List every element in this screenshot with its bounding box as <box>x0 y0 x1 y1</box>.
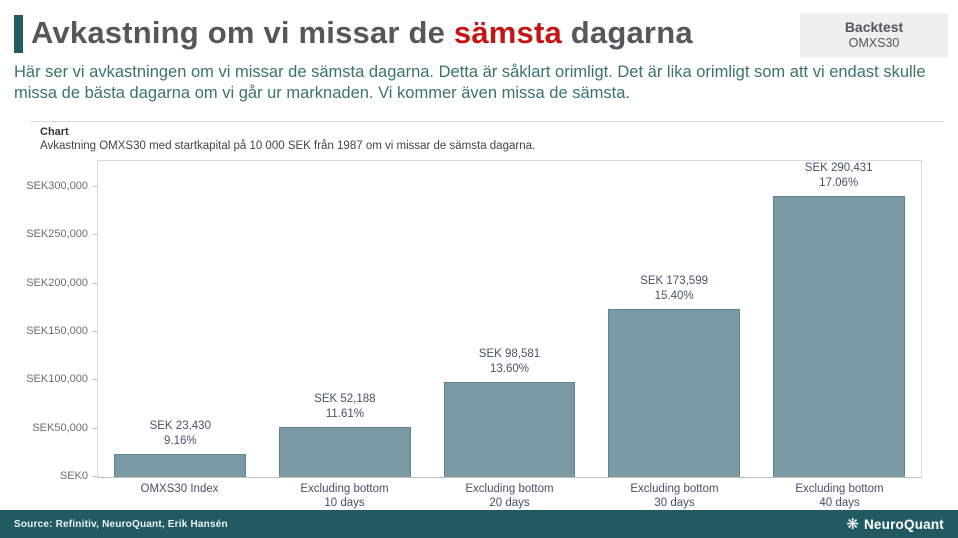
x-axis-category-label: Excluding bottom 30 days <box>630 483 719 509</box>
bar-value-label: SEK 173,599 15.40% <box>640 275 708 303</box>
bar <box>608 309 740 477</box>
y-axis-tick <box>92 282 98 284</box>
title-suffix: dagarna <box>561 15 693 50</box>
chart-subtitle: Avkastning OMXS30 med startkapital på 10… <box>40 140 536 152</box>
y-axis-tick <box>92 186 98 187</box>
y-axis-tick <box>92 476 98 477</box>
y-axis-tick-label: SEK300,000 <box>26 180 88 192</box>
y-axis-tick-label: SEK250,000 <box>26 228 88 241</box>
x-axis-category-label: Excluding bottom 20 days <box>465 483 554 509</box>
neuroquant-logo-icon: ❋ <box>846 515 859 533</box>
y-axis-tick-label: SEK100,000 <box>26 373 88 386</box>
title-accent-bar <box>14 15 23 53</box>
page-title: Avkastning om vi missar de sämsta dagarn… <box>31 0 693 66</box>
source-text: Source: Refinitiv, NeuroQuant, Erik Hans… <box>14 518 228 530</box>
bar <box>114 454 247 477</box>
x-axis-labels: OMXS30 Index Excluding bottom 10 days Excl… <box>97 482 922 514</box>
plot-area: SEK0 SEK50,000 SEK100,000 SEK150,000 SEK200,… <box>26 160 922 482</box>
bar-chart: SEK0 SEK50,000 SEK100,000 SEK150,000 SEK200,… <box>26 160 922 509</box>
brand-name: NeuroQuant <box>863 516 944 532</box>
bar <box>772 196 905 477</box>
backtest-badge: Backtest OMXS30 <box>800 13 948 57</box>
brand-lockup: ❋ NeuroQuant <box>846 517 944 532</box>
y-axis-tick <box>92 234 98 236</box>
bar-slot: SEK 23,430 9.16% <box>98 161 263 477</box>
intro-text: Här ser vi avkastningen om vi missar de … <box>14 63 926 102</box>
header-divider <box>30 121 944 122</box>
bar <box>443 381 576 477</box>
x-axis-category-label: Excluding bottom 40 days <box>795 483 884 509</box>
y-axis-tick-label: SEK200,000 <box>26 276 88 289</box>
x-axis-category-label: Excluding bottom 10 days <box>300 483 389 509</box>
bar-value-label: SEK 98,581 13.60% <box>478 347 541 375</box>
badge-line2: OMXS30 <box>848 36 900 50</box>
bar-slot: SEK 290,431 17.06% <box>756 161 921 477</box>
y-axis-tick-label: SEK0 <box>59 470 88 482</box>
bar-value-label: SEK 23,430 9.16% <box>149 420 211 448</box>
y-axis-tick <box>92 331 98 332</box>
bar-value-label: SEK 52,188 11.61% <box>314 392 376 420</box>
y-axis-tick <box>92 427 98 429</box>
title-highlight: sämsta <box>453 15 562 50</box>
bar-slot: SEK 52,188 11.61% <box>263 161 428 477</box>
footer: Source: Refinitiv, NeuroQuant, Erik Hans… <box>0 510 958 538</box>
bar-slot: SEK 98,581 13.60% <box>427 161 592 477</box>
y-axis-tick-label: SEK50,000 <box>32 421 88 434</box>
x-axis-category-label: OMXS30 Index <box>140 483 219 495</box>
badge-line1: Backtest <box>844 19 904 35</box>
title-prefix: Avkastning om vi missar de <box>31 15 454 50</box>
y-axis-tick-label: SEK150,000 <box>26 325 88 337</box>
bar <box>279 426 411 477</box>
bar-slot: SEK 173,599 15.40% <box>592 161 757 477</box>
y-axis-tick <box>92 379 98 381</box>
chart-header: Chart Avkastning OMXS30 med startkapital… <box>40 126 535 153</box>
chart-label: Chart <box>40 126 69 138</box>
bar-value-label: SEK 290,431 17.06% <box>804 162 873 190</box>
